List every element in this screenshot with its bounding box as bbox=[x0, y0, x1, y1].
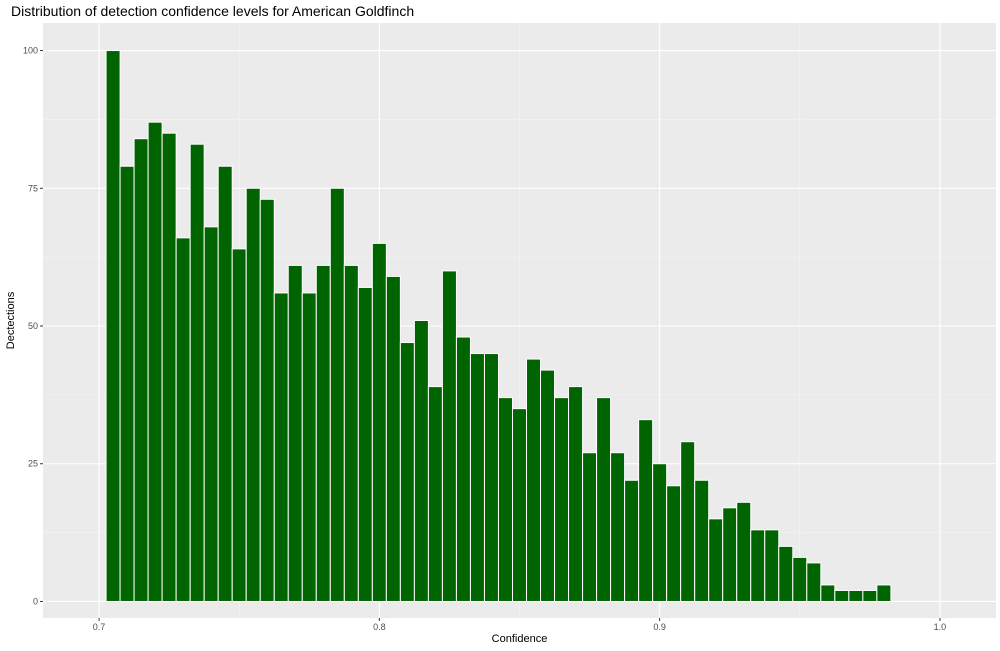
histogram-bar bbox=[385, 275, 401, 602]
histogram-bar bbox=[876, 584, 892, 602]
histogram-bar bbox=[694, 479, 710, 602]
histogram-bar bbox=[217, 165, 233, 602]
histogram-bar bbox=[371, 242, 387, 602]
histogram-bar bbox=[806, 562, 822, 602]
histogram-bar bbox=[203, 226, 219, 602]
x-axis-title: Confidence bbox=[492, 633, 548, 645]
histogram-bar bbox=[147, 121, 163, 602]
axes: 0.7 0.8 0.9 1.0 0 25 50 75 100 bbox=[23, 46, 946, 632]
histogram-bar bbox=[497, 397, 513, 602]
x-tick-label: 1.0 bbox=[934, 622, 947, 632]
y-tick-label: 75 bbox=[28, 183, 38, 193]
histogram-bar bbox=[301, 292, 317, 602]
histogram-bar bbox=[133, 138, 149, 602]
y-axis-title: Dectections bbox=[5, 291, 17, 349]
histogram-bar bbox=[526, 358, 542, 602]
histogram-bar bbox=[105, 50, 121, 602]
histogram-bar bbox=[778, 545, 794, 602]
chart-title: Distribution of detection confidence lev… bbox=[11, 3, 415, 19]
histogram-bar bbox=[245, 187, 261, 602]
histogram-bar bbox=[540, 369, 556, 602]
histogram-bar bbox=[441, 270, 457, 602]
histogram-bar bbox=[469, 353, 485, 602]
histogram-bar bbox=[652, 463, 668, 602]
histogram-bar bbox=[483, 353, 499, 602]
x-tick-label: 0.9 bbox=[653, 622, 666, 632]
histogram-bar bbox=[848, 589, 864, 602]
histogram-bar bbox=[413, 320, 429, 602]
x-tick-label: 0.7 bbox=[93, 622, 106, 632]
histogram-bar bbox=[666, 485, 682, 602]
bars bbox=[105, 50, 892, 602]
histogram-bar bbox=[273, 292, 289, 602]
histogram-bar bbox=[329, 187, 345, 602]
histogram-bar bbox=[455, 336, 471, 602]
histogram-bar bbox=[259, 198, 275, 602]
histogram-bar bbox=[736, 501, 752, 602]
histogram-bar bbox=[820, 584, 836, 602]
y-tick-label: 50 bbox=[28, 321, 38, 331]
histogram-bar bbox=[708, 518, 724, 602]
y-tick-label: 0 bbox=[33, 596, 38, 606]
histogram-bar bbox=[582, 452, 598, 602]
histogram-bar bbox=[792, 556, 808, 602]
histogram-bar bbox=[834, 589, 850, 602]
histogram-bar bbox=[610, 452, 626, 602]
histogram-bar bbox=[750, 529, 766, 602]
histogram-bar bbox=[596, 397, 612, 602]
histogram-bar bbox=[722, 507, 738, 602]
histogram-bar bbox=[161, 132, 177, 602]
histogram-bar bbox=[764, 529, 780, 602]
histogram-bar bbox=[862, 589, 878, 602]
histogram-bar bbox=[287, 264, 303, 602]
y-tick-label: 100 bbox=[23, 46, 38, 56]
histogram-bar bbox=[638, 419, 654, 602]
histogram-bar bbox=[427, 386, 443, 602]
histogram-bar bbox=[680, 441, 696, 602]
histogram-bar bbox=[189, 143, 205, 602]
x-tick-label: 0.8 bbox=[373, 622, 386, 632]
histogram-bar bbox=[568, 386, 584, 602]
y-tick-label: 25 bbox=[28, 459, 38, 469]
histogram-bar bbox=[554, 397, 570, 602]
histogram-bar bbox=[231, 248, 247, 602]
histogram-bar bbox=[343, 264, 359, 602]
histogram-bar bbox=[119, 165, 135, 602]
histogram-bar bbox=[175, 237, 191, 602]
histogram-bar bbox=[315, 264, 331, 602]
histogram-bar bbox=[511, 408, 528, 602]
histogram-bar bbox=[624, 479, 640, 602]
histogram-bar bbox=[357, 286, 373, 602]
histogram-bar bbox=[399, 342, 415, 602]
